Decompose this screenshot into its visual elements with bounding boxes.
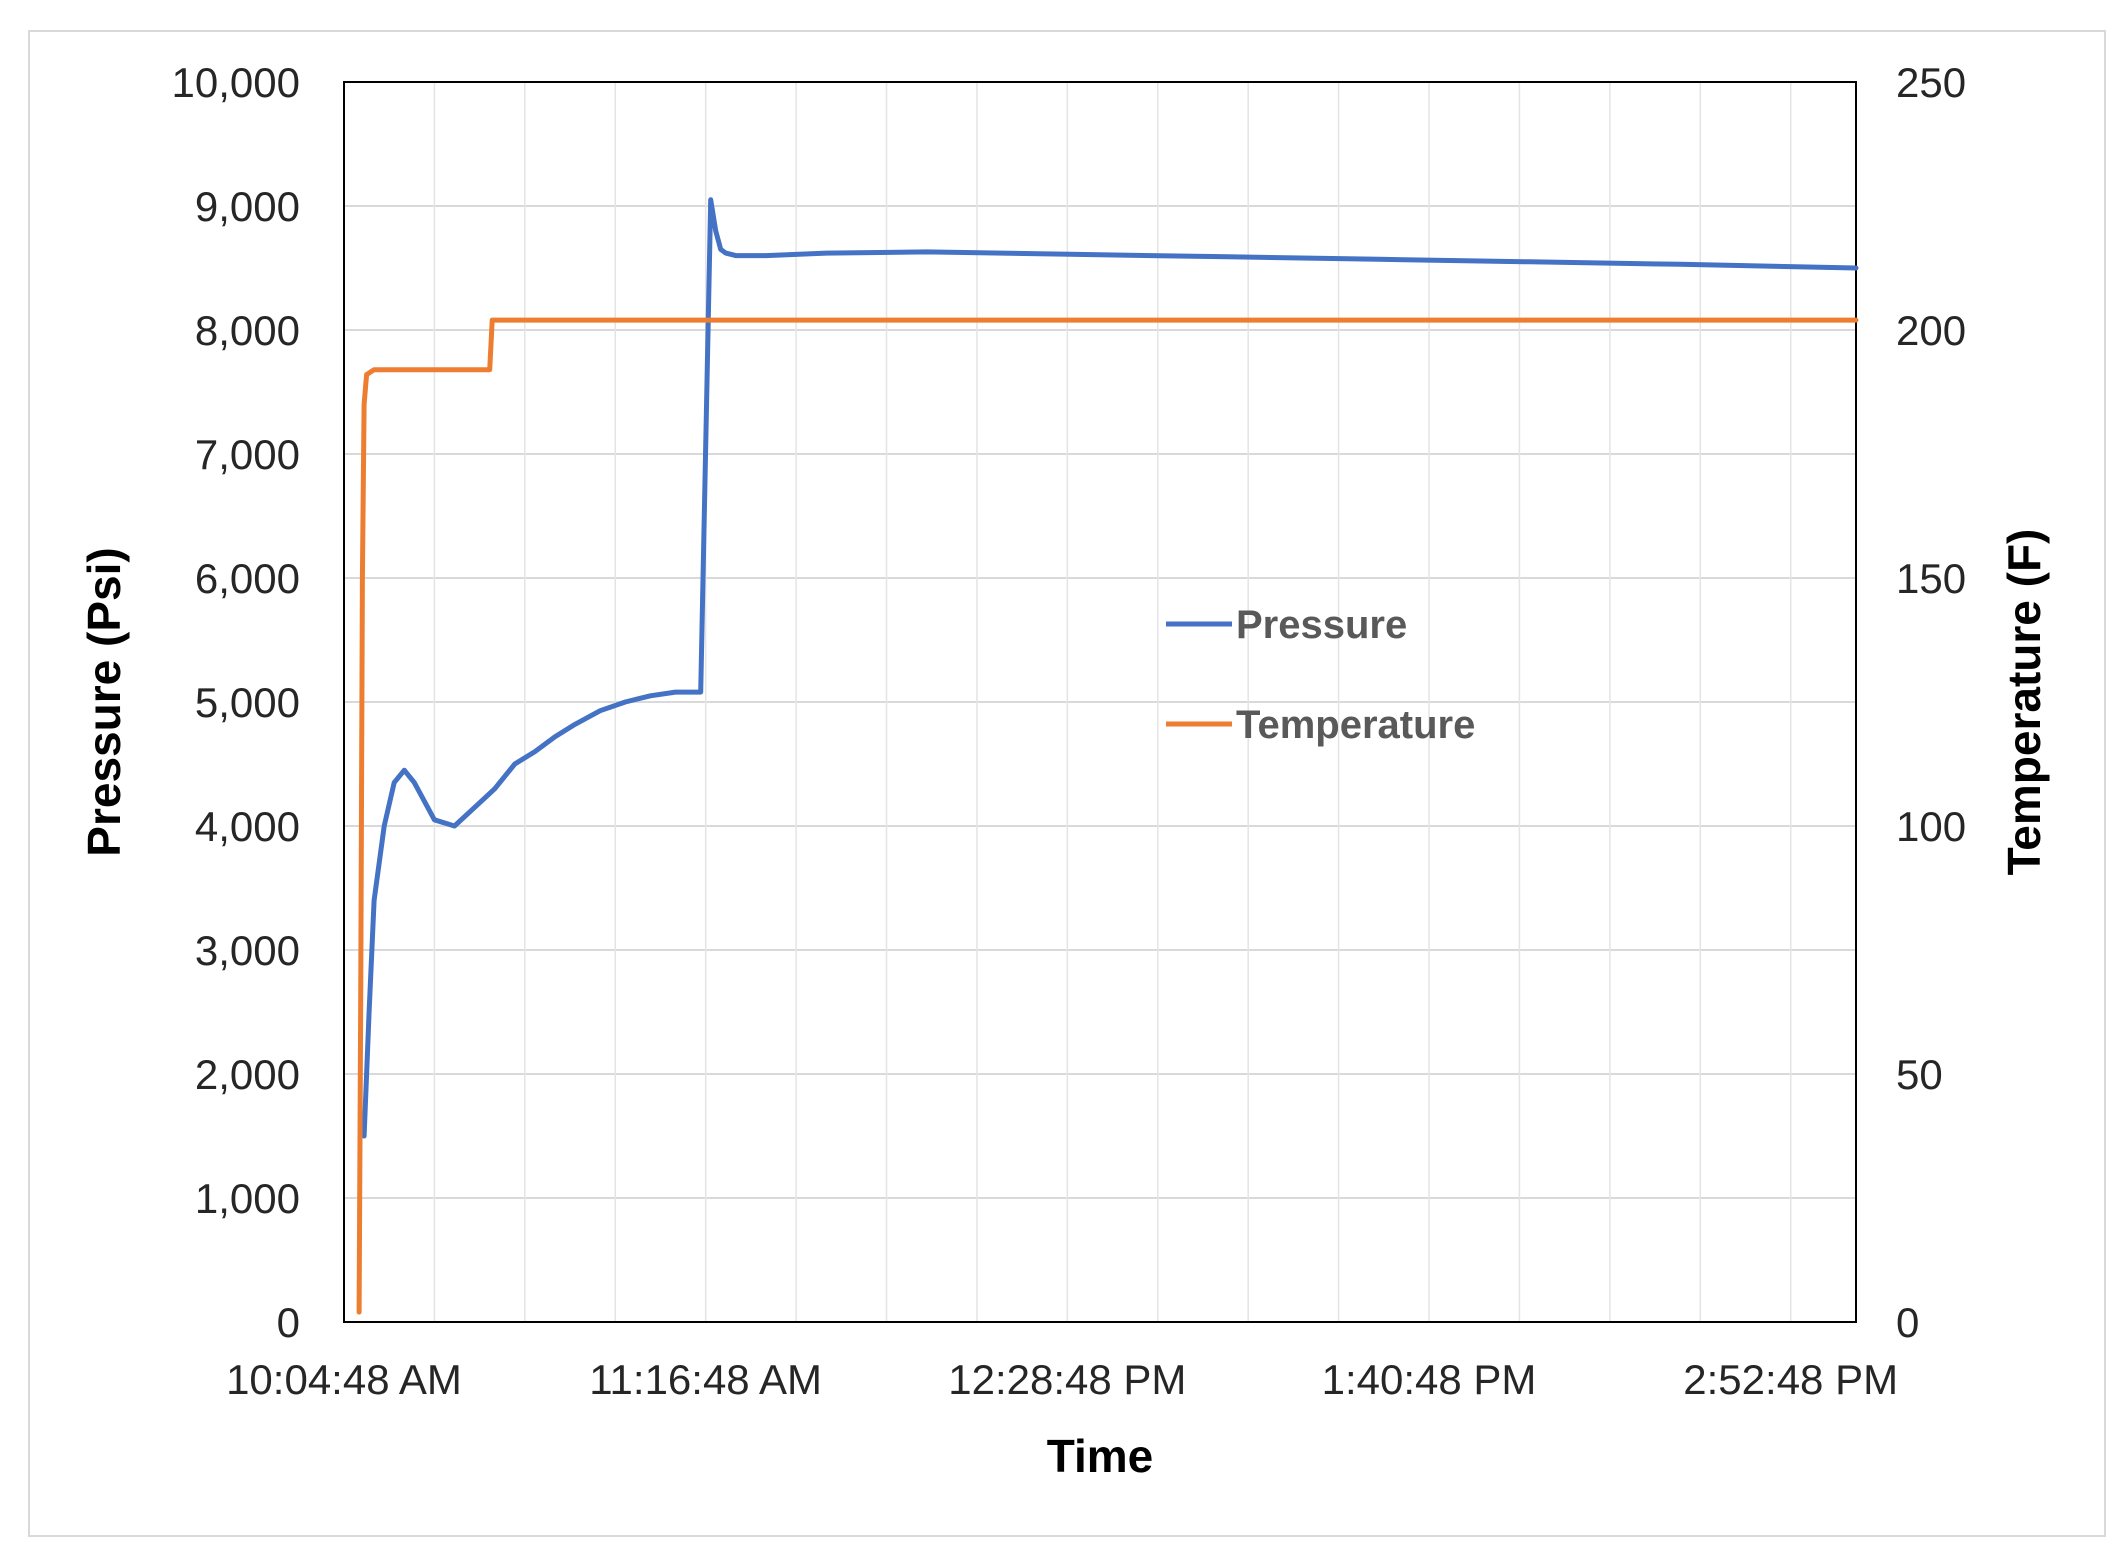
y-tick-label: 8,000 [195, 307, 300, 354]
x-tick-label: 11:16:48 AM [589, 1356, 822, 1403]
y-tick-label: 5,000 [195, 679, 300, 726]
x-axis-tick-labels: 10:04:48 AM 11:16:48 AM 12:28:48 PM 1:40:48… [226, 1356, 1898, 1403]
y-tick-label: 3,000 [195, 927, 300, 974]
dual-axis-line-chart: 0 1,000 2,000 3,000 4,000 5,000 6,000 7,000 8,00… [78, 59, 2050, 1482]
y-tick-label: 10,000 [172, 59, 300, 106]
series-layer [356, 197, 1859, 1315]
y2-tick-label: 0 [1896, 1299, 1919, 1346]
chart-frame: 0 1,000 2,000 3,000 4,000 5,000 6,000 7,000 8,00… [28, 30, 2106, 1537]
x-tick-label: 2:52:48 PM [1683, 1356, 1898, 1403]
y-tick-label: 2,000 [195, 1051, 300, 1098]
legend: Pressure Temperature [1166, 603, 1475, 747]
horizontal-gridlines [344, 81, 1856, 1323]
series-line-pressure [361, 197, 1859, 1139]
y2-tick-label: 100 [1896, 803, 1966, 850]
left-axis-tick-labels: 0 1,000 2,000 3,000 4,000 5,000 6,000 7,000 8,00… [172, 59, 300, 1346]
y-tick-label: 1,000 [195, 1175, 300, 1222]
legend-label-pressure: Pressure [1236, 603, 1407, 647]
y-tick-label: 9,000 [195, 183, 300, 230]
vertical-gridlines [433, 82, 1792, 1322]
plot-area-border [343, 81, 1857, 1323]
series-line-temperature [356, 317, 1859, 1315]
y2-tick-label: 250 [1896, 59, 1966, 106]
y-tick-label: 7,000 [195, 431, 300, 478]
y-tick-label: 0 [277, 1299, 300, 1346]
legend-label-temperature: Temperature [1236, 703, 1475, 747]
right-axis-tick-labels: 0 50 100 150 200 250 [1896, 59, 1966, 1346]
left-axis-title: Pressure (Psi) [78, 547, 130, 856]
right-axis-title: Temperature (F) [1998, 529, 2050, 876]
x-tick-label: 12:28:48 PM [948, 1356, 1186, 1403]
y2-tick-label: 200 [1896, 307, 1966, 354]
y2-tick-label: 50 [1896, 1051, 1943, 1098]
y-tick-label: 4,000 [195, 803, 300, 850]
x-tick-label: 1:40:48 PM [1322, 1356, 1537, 1403]
y-tick-label: 6,000 [195, 555, 300, 602]
y2-tick-label: 150 [1896, 555, 1966, 602]
x-axis-title: Time [1047, 1430, 1154, 1482]
x-tick-label: 10:04:48 AM [226, 1356, 462, 1403]
